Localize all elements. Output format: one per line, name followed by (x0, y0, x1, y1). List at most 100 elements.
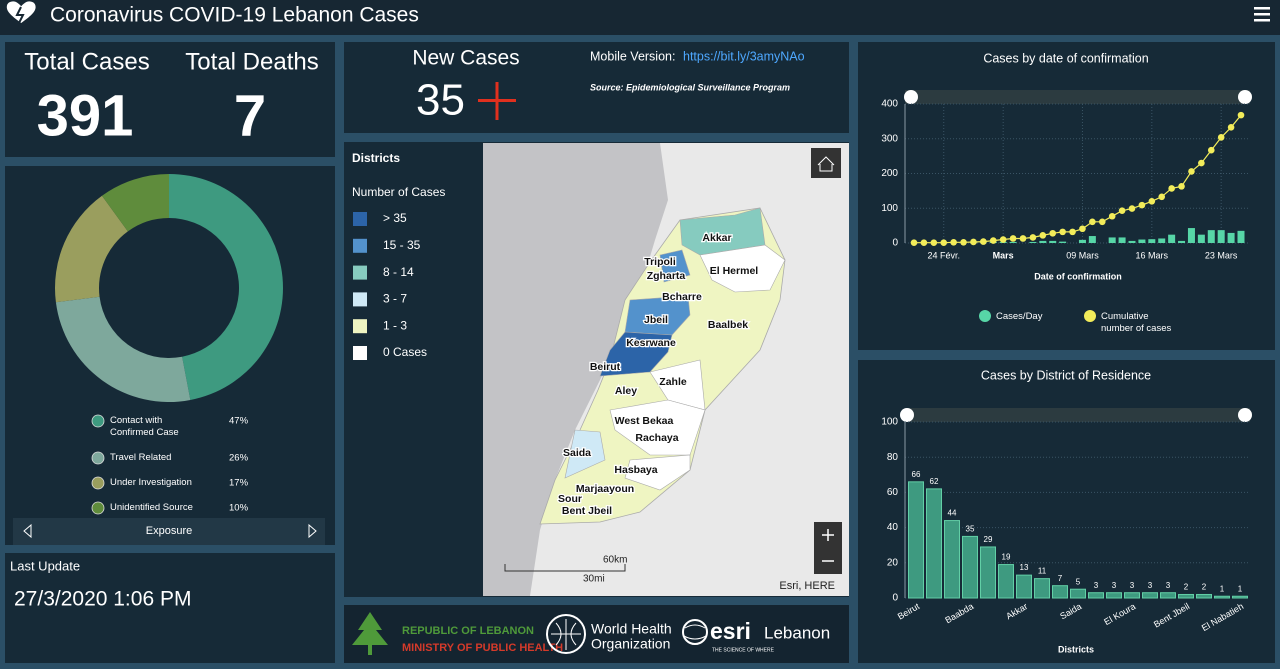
point (1148, 198, 1156, 205)
legend-label: 0 Cases (383, 345, 427, 359)
point (980, 238, 987, 245)
tripoli-region (659, 249, 691, 283)
point (1198, 159, 1205, 167)
district-label: Marjaayoun (576, 483, 634, 495)
point (1158, 193, 1166, 201)
bar (1070, 588, 1086, 599)
legend-marker (91, 414, 105, 428)
slider-handle[interactable] (900, 408, 914, 422)
point (1237, 111, 1245, 119)
value-label: 44 (948, 509, 957, 518)
legend-label: 8 - 14 (383, 265, 414, 279)
bar (1232, 595, 1248, 599)
app-icon (6, 1, 36, 24)
district-label: Sour (558, 493, 582, 505)
range-slider[interactable] (905, 408, 1250, 422)
x-axis-title: Date of confirmation (1034, 271, 1122, 281)
bar (1138, 239, 1146, 243)
map-legend-title: Number of Cases (352, 185, 445, 199)
home-button[interactable] (811, 148, 841, 178)
bar (1108, 237, 1116, 243)
x-tick-label: Mars (993, 250, 1014, 260)
value-label: 3 (1112, 581, 1117, 590)
slider-handle[interactable] (1238, 408, 1252, 422)
legend-percent: 26% (229, 453, 249, 464)
esri-tagline: THE SCIENCE OF WHERE (712, 647, 775, 653)
point (920, 239, 928, 246)
totals-panel (5, 42, 335, 157)
y-tick-label: 0 (892, 238, 898, 249)
x-tick-label: 09 Mars (1066, 250, 1099, 260)
bar (998, 564, 1014, 599)
district-chart-title: Cases by District of Residence (981, 368, 1151, 382)
bar (1124, 592, 1140, 599)
prev-arrow[interactable] (23, 523, 32, 539)
bar (1128, 240, 1136, 243)
who-logo (546, 614, 586, 654)
y-tick-label: 100 (881, 203, 898, 214)
cedar-trunk (368, 645, 372, 655)
legend-label: Unidentified Source (110, 502, 193, 513)
mobile-link[interactable]: https://bit.ly/3amyNAo (683, 49, 805, 63)
header-bar (0, 0, 1280, 35)
scale-mi: 30mi (583, 574, 605, 585)
point (1118, 207, 1126, 214)
legend-label: 3 - 7 (383, 292, 407, 306)
exposure-footer (13, 518, 325, 545)
range-slider[interactable] (905, 90, 1250, 104)
bar (1039, 240, 1047, 243)
legend-label: 15 - 35 (383, 238, 421, 252)
esri-logo: esri (710, 618, 751, 644)
point (930, 239, 938, 246)
value-label: 2 (1184, 583, 1189, 592)
point (1188, 168, 1195, 175)
district-label: Akkar (702, 232, 731, 244)
point (910, 239, 918, 246)
value-label: 62 (930, 477, 939, 486)
donut-slice (169, 174, 283, 400)
total-deaths-value: 7 (234, 83, 266, 148)
district-label: Tripoli (644, 256, 676, 268)
bar (1197, 234, 1205, 243)
map-sea (483, 143, 668, 596)
next-arrow[interactable] (308, 523, 317, 539)
who-line2: Organization (591, 636, 670, 652)
legend-swatch (353, 212, 367, 226)
slider-handle[interactable] (1238, 90, 1252, 104)
menu-button[interactable] (1254, 7, 1270, 22)
total-cases-label: Total Cases (24, 48, 149, 75)
district-label: Bcharre (662, 291, 702, 303)
bar (1034, 578, 1050, 599)
legend-marker (1084, 310, 1096, 322)
point (1168, 185, 1175, 192)
x-tick-label: 24 Févr. (927, 250, 960, 260)
bar (1196, 593, 1212, 599)
new-cases-panel (344, 42, 849, 133)
bar (1106, 592, 1122, 599)
bar (1178, 593, 1194, 599)
esri-globe-lines (683, 624, 707, 640)
esri-country: Lebanon (764, 623, 830, 642)
zoom-in[interactable] (822, 529, 834, 541)
point (1108, 212, 1116, 220)
point (1079, 225, 1086, 233)
point (1207, 146, 1215, 154)
bar (1078, 239, 1086, 243)
hasbaya-region (624, 454, 691, 491)
legend-percent: 17% (229, 478, 249, 489)
bar (1009, 241, 1017, 243)
district-label: Saida (563, 447, 591, 459)
y-tick-label: 200 (881, 168, 898, 179)
date-chart-title: Cases by date of confirmation (983, 51, 1148, 65)
slider-handle[interactable] (904, 90, 918, 104)
point (1049, 229, 1057, 237)
legend-swatch (353, 346, 367, 360)
value-label: 3 (1130, 581, 1135, 590)
y-tick-label: 80 (887, 452, 899, 463)
legend-marker (91, 451, 105, 465)
map-attribution: Esri, HERE (779, 580, 835, 592)
point (970, 238, 977, 246)
cedar-logo (352, 612, 388, 645)
